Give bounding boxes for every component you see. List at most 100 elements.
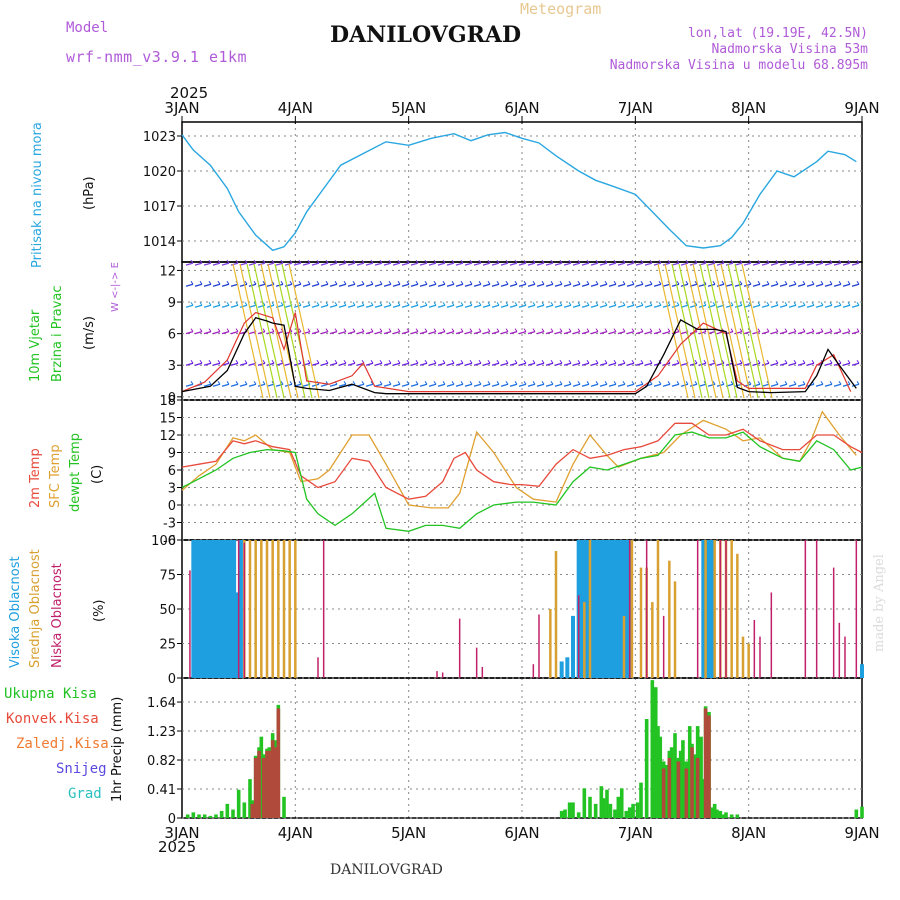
cloud-bar [218,540,223,678]
wind-barb [563,304,572,308]
wind-barb [455,304,464,308]
wind-barb [563,262,572,266]
wind-barb [680,283,689,287]
wind-barb [608,283,617,287]
wind-barb [473,331,482,335]
wind-barb [752,362,761,366]
wind-barb [388,328,392,332]
wind-barb [599,331,608,335]
wind-barb [469,381,473,385]
wind-barb [190,302,194,306]
wind-barb [784,328,788,332]
y-tick-label: 15 [159,412,176,427]
wind-barb [320,331,329,335]
precip-bar [735,814,740,818]
wind-barb [478,359,482,364]
wind-barb [509,262,518,266]
wind-barb [622,359,626,364]
x-tick-label-bottom: 5JAN [391,824,426,842]
wind-gust-line [181,311,852,393]
wind-barb [604,302,608,306]
wind-barb [568,280,572,285]
wind-barb [649,359,653,364]
cloud-bar [804,540,807,678]
coords-label: lon,lat (19.19E, 42.5N) [687,26,868,41]
y-tick-label: 0.41 [147,783,176,798]
wind-barb [779,304,788,308]
wind-barb [428,262,437,266]
wind-barb [788,383,797,387]
cloud-bar [254,540,257,678]
wind-barb [541,381,545,385]
wind-barb [199,302,203,306]
cloud-bar [759,636,761,678]
wind-barb [347,262,356,266]
wind-barb [752,383,761,387]
y-tick-label: 1017 [143,200,176,215]
wind-barb [811,359,815,364]
wind-barb [518,304,527,308]
wind-barb [725,283,734,287]
wind-barb [680,383,689,387]
wind-barb [779,262,788,266]
wind-barb [433,280,437,285]
wind-barb [226,280,230,285]
cloud-bar [189,570,191,678]
wind-barb [352,359,356,364]
wind-barb [671,283,680,287]
precip-bar [707,715,711,818]
wind-barb [685,280,689,285]
wind-barb [280,259,284,264]
x-tick-label-bottom: 6JAN [504,824,539,842]
y-tick-label: 0 [168,672,176,687]
cloud-bar [577,595,580,678]
wind-barb [757,359,761,364]
wind-barb [509,304,518,308]
wind-barb [329,283,338,287]
wind-barb [212,262,221,266]
wind-barb [280,381,284,385]
wind-barb [856,359,860,364]
wind-barb [217,259,221,264]
wind-barb [239,362,248,366]
wind-barb [608,383,617,387]
cloud-bar [713,540,716,678]
wind-barb [446,283,455,287]
wind-barb [397,359,401,364]
meteogram-title: Meteogram [520,0,602,18]
wind-hatch [720,263,752,399]
wind-barb [244,280,248,285]
wind-barb [302,304,311,308]
wind-barb [694,259,698,264]
wind-barb [473,283,482,287]
wind-barb [221,304,230,308]
precip-bar [593,803,598,818]
wind-barb [703,359,707,364]
wind-barb [194,331,203,335]
wind-barb [622,280,626,285]
wind-barb [541,328,545,332]
wind-barb [833,262,842,266]
wind-barb [829,381,833,385]
wind-barb [424,259,428,264]
wind-barb [284,283,293,287]
wind-barb [676,359,680,364]
cloud-bar [277,540,280,678]
wind-barb [442,302,446,306]
wind-barb [658,381,662,385]
wind-barb [460,280,464,285]
wind-barb [838,302,842,306]
cloud-bar [860,664,864,678]
wind-barb [185,262,194,266]
cloud-bar [838,622,841,678]
wind-barb [383,304,392,308]
cloud-bar [719,540,722,678]
wind-barb [842,383,851,387]
wind-barb [536,262,545,266]
wind-barb [311,331,320,335]
wind-barb [316,359,320,364]
wind-barb [721,381,725,385]
wind-barb [635,262,644,266]
wind-barb [707,262,716,266]
wind-barb [559,328,563,332]
